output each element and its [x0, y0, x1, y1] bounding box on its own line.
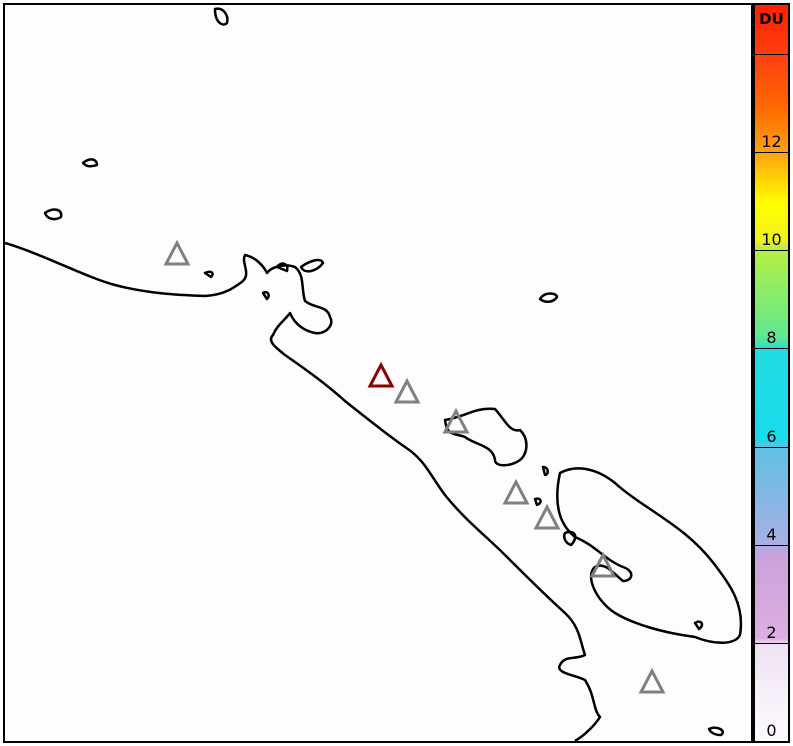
volcano-markers [163, 239, 666, 694]
island-north-2 [81, 158, 99, 168]
island-small-7 [707, 726, 725, 737]
colorbar-unit-label: DU [759, 10, 784, 28]
island-small-6 [693, 620, 704, 631]
island-north-1 [213, 7, 229, 26]
colorbar-tick-label: 8 [766, 328, 777, 348]
colorbar-tick-label: 2 [766, 622, 777, 642]
island-east [556, 467, 743, 644]
volcano-marker-triangle-active [367, 361, 395, 388]
coastline-mainland [5, 241, 602, 741]
island-small-9 [275, 262, 289, 273]
island-small-1 [203, 270, 214, 279]
island-north-3 [43, 208, 63, 221]
volcano-marker-triangle [533, 503, 561, 530]
map-panel[interactable] [3, 3, 753, 743]
volcano-marker-triangle [589, 551, 617, 578]
colorbar-tick [755, 348, 788, 350]
island-small-3 [541, 465, 549, 477]
colorbar: DU 0 2 4 6 8 10 12 [753, 3, 790, 743]
island-small-5 [563, 530, 577, 547]
colorbar-tick-label: 4 [766, 524, 777, 544]
volcano-marker-triangle [393, 377, 421, 404]
volcano-marker-triangle [638, 667, 666, 694]
colorbar-tick-label: 10 [761, 230, 782, 250]
island-bay [443, 407, 528, 467]
colorbar-tick [755, 54, 788, 56]
colorbar-tick [755, 250, 788, 252]
volcano-marker-triangle [502, 478, 530, 505]
island-north-4 [538, 292, 559, 303]
map-layer [5, 7, 743, 741]
colorbar-tick-label: 6 [766, 426, 777, 446]
island-small-2 [261, 290, 270, 301]
island-small-8 [299, 258, 325, 273]
colorbar-tick-label: 12 [761, 132, 782, 152]
colorbar-tick [755, 544, 788, 546]
colorbar-tick [755, 152, 788, 154]
island-small-4 [533, 497, 542, 507]
coastlines [5, 7, 743, 741]
colorbar-tick [755, 446, 788, 448]
colorbar-tick [755, 642, 788, 644]
volcano-marker-triangle [442, 407, 470, 434]
colorbar-tick-label: 0 [766, 721, 777, 740]
volcano-marker-triangle [163, 239, 191, 266]
